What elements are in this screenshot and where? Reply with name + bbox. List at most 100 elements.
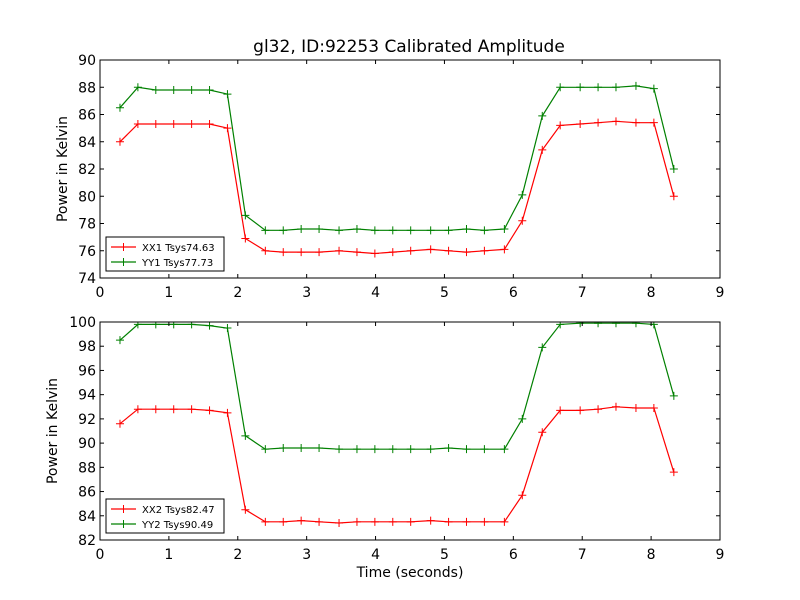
y-tick-label: 90: [78, 53, 96, 69]
data-point: [335, 246, 344, 255]
legend-box: [105, 498, 225, 534]
x-tick-label: 1: [164, 285, 173, 301]
data-point: [315, 443, 324, 452]
data-point: [518, 414, 527, 423]
data-point: [352, 248, 361, 257]
data-point: [444, 443, 453, 452]
data-point: [115, 103, 124, 112]
x-tick-label: 9: [716, 547, 725, 563]
y-tick-label: 84: [78, 509, 96, 525]
y-tick-label: 100: [69, 315, 96, 331]
data-point: [611, 117, 620, 126]
data-point: [115, 336, 124, 345]
x-axis-label: Time (seconds): [356, 565, 464, 581]
data-point: [594, 83, 603, 92]
data-point: [426, 445, 435, 454]
data-point: [388, 517, 397, 526]
data-point: [205, 322, 214, 330]
x-tick-label: 0: [96, 285, 105, 301]
data-point: [335, 519, 344, 528]
y-tick-label: 88: [78, 80, 96, 96]
data-point: [370, 249, 379, 258]
data-point: [133, 83, 142, 92]
data-point: [631, 81, 640, 90]
data-point: [556, 121, 565, 130]
data-point: [576, 120, 585, 129]
x-tick-label: 7: [578, 285, 587, 301]
x-tick-label: 4: [371, 547, 380, 563]
data-point: [388, 248, 397, 257]
data-point: [538, 145, 547, 154]
data-point: [649, 118, 658, 127]
data-point: [426, 516, 435, 525]
y-tick-label: 92: [78, 412, 96, 428]
y-tick-label: 98: [78, 339, 96, 355]
data-point: [187, 322, 196, 329]
x-tick-label: 6: [509, 285, 518, 301]
data-point: [133, 120, 142, 129]
data-point: [631, 118, 640, 127]
data-point: [205, 406, 214, 415]
data-point: [444, 517, 453, 526]
data-point: [187, 85, 196, 94]
data-point: [241, 211, 250, 220]
legend-box: [105, 236, 225, 272]
legend-marker: [119, 258, 128, 266]
data-point: [518, 491, 527, 500]
data-point: [223, 324, 232, 333]
data-point: [297, 224, 306, 233]
bottom-plot: 0 1 2 3 4 5 6 7 8 9 82 84 86 88 90 92 94 96 98 100 Power in …: [45, 315, 724, 581]
data-point: [518, 216, 527, 225]
data-point: [297, 516, 306, 525]
y-tick-label: 74: [78, 271, 96, 287]
data-point: [279, 517, 288, 526]
data-point: [500, 517, 509, 526]
data-point: [444, 226, 453, 235]
data-point: [462, 445, 471, 454]
y-tick-label: 94: [78, 388, 96, 404]
x-tick-label: 0: [96, 547, 105, 563]
data-point: [352, 224, 361, 233]
data-point: [205, 120, 214, 129]
y-tick-label: 96: [78, 363, 96, 379]
data-point: [279, 443, 288, 452]
data-point: [223, 408, 232, 417]
data-point: [315, 517, 324, 526]
data-point: [556, 406, 565, 415]
data-point: [611, 83, 620, 92]
data-point: [538, 428, 547, 437]
x-tick-label: 9: [716, 285, 725, 301]
x-tick-label: 8: [647, 285, 656, 301]
data-point: [370, 226, 379, 235]
x-tick-label: 3: [302, 547, 311, 563]
data-point: [462, 224, 471, 233]
data-point: [241, 505, 250, 514]
data-point: [187, 405, 196, 414]
data-point: [151, 405, 160, 414]
y-axis-label: Power in Kelvin: [55, 116, 71, 222]
legend-label: XX1 Tsys74.63: [142, 243, 215, 254]
data-point: [594, 322, 603, 328]
data-point: [261, 246, 270, 255]
data-point: [480, 517, 489, 526]
legend-marker: [119, 505, 128, 513]
data-point: [500, 445, 509, 454]
data-point: [315, 224, 324, 233]
x-tick-label: 5: [440, 547, 449, 563]
data-point: [669, 391, 678, 400]
x-tick-label: 1: [164, 547, 173, 563]
y-tick-label: 76: [78, 244, 96, 260]
data-point: [261, 517, 270, 526]
data-point: [556, 322, 565, 329]
data-point: [518, 190, 527, 199]
plot-area: [115, 322, 678, 528]
x-tick-label: 2: [233, 285, 242, 301]
x-tick-label: 5: [440, 285, 449, 301]
data-point: [388, 445, 397, 454]
legend-marker: [119, 243, 128, 251]
data-point: [169, 85, 178, 94]
data-point: [115, 137, 124, 146]
data-point: [538, 343, 547, 352]
data-point: [500, 245, 509, 254]
